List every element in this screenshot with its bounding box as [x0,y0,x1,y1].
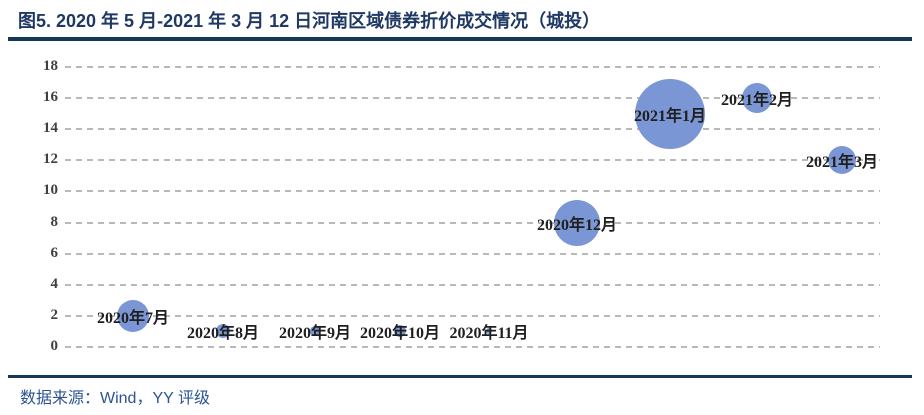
bubble-point [554,199,600,246]
bubble-label: 2020年9月 [278,325,352,343]
y-axis-tick-label: 8 [50,213,59,230]
figure-title: 图5. 2020 年 5 月-2021 年 3 月 12 日河南区域债券折价成交… [18,11,601,31]
bubble-label: 2021年2月 [720,92,794,110]
data-source-note: 数据来源：Wind，YY 评级 [20,390,210,407]
y-axis-tick-label: 4 [50,275,59,292]
gridline-y0 [65,346,880,348]
gridline-y10 [65,190,880,193]
bubble-label: 2020年8月 [186,325,260,343]
y-axis-tick-label: 14 [43,120,58,137]
bubble-point [486,328,492,335]
gridline-y2 [65,314,880,317]
gridline-y14 [65,128,880,131]
bubble-point [310,326,320,337]
gridline-y8 [65,221,880,224]
gridline-y18 [65,66,880,68]
gridline-y16 [65,97,880,100]
bubble-label: 2021年3月 [805,154,879,172]
bubble-label: 2020年12月 [536,216,618,234]
title-divider [8,37,912,41]
bubble-point [117,299,149,332]
bubble-label: 2020年10月 [359,325,441,343]
y-axis-tick-label: 2 [50,306,59,323]
footer-divider [8,375,912,378]
bubble-point [828,146,856,175]
y-axis-tick-label: 0 [50,338,59,354]
y-axis-tick-label: 16 [43,89,58,106]
y-axis-tick-label: 6 [50,244,59,261]
y-axis-tick-label: 18 [43,58,58,74]
gridline-y6 [65,252,880,255]
bubble-point [216,324,230,339]
bubble-point [742,83,772,114]
y-axis-tick-label: 10 [43,182,58,199]
bubble-label: 2021年1月 [633,107,707,125]
gridline-y4 [65,283,880,286]
bubble-point [635,78,705,149]
y-axis-tick-label: 12 [43,151,58,168]
gridline-y12 [65,159,880,162]
bubble-label: 2020年7月 [96,309,170,327]
bubble-label: 2020年11月 [449,325,529,343]
bubble-point [394,325,406,338]
